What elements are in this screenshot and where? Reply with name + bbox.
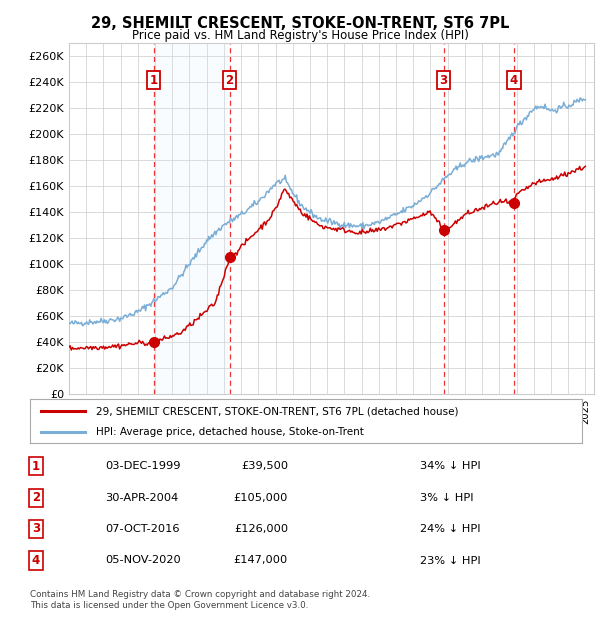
Text: 1: 1 <box>32 460 40 472</box>
Text: 29, SHEMILT CRESCENT, STOKE-ON-TRENT, ST6 7PL (detached house): 29, SHEMILT CRESCENT, STOKE-ON-TRENT, ST… <box>96 406 459 416</box>
Text: 24% ↓ HPI: 24% ↓ HPI <box>420 524 481 534</box>
Text: 23% ↓ HPI: 23% ↓ HPI <box>420 556 481 565</box>
Text: £126,000: £126,000 <box>234 524 288 534</box>
Text: 03-DEC-1999: 03-DEC-1999 <box>105 461 181 471</box>
Text: 07-OCT-2016: 07-OCT-2016 <box>105 524 179 534</box>
Text: £147,000: £147,000 <box>234 556 288 565</box>
Text: 3% ↓ HPI: 3% ↓ HPI <box>420 493 473 503</box>
Text: Contains HM Land Registry data © Crown copyright and database right 2024.
This d: Contains HM Land Registry data © Crown c… <box>30 590 370 610</box>
Text: £39,500: £39,500 <box>241 461 288 471</box>
Text: 2: 2 <box>32 492 40 504</box>
Bar <box>154 43 230 394</box>
Text: 4: 4 <box>32 554 40 567</box>
Text: 2: 2 <box>226 74 233 87</box>
Text: 30-APR-2004: 30-APR-2004 <box>105 493 178 503</box>
Text: 3: 3 <box>32 523 40 535</box>
Text: HPI: Average price, detached house, Stoke-on-Trent: HPI: Average price, detached house, Stok… <box>96 427 364 436</box>
Text: 4: 4 <box>509 74 518 87</box>
Text: £105,000: £105,000 <box>233 493 288 503</box>
Text: 34% ↓ HPI: 34% ↓ HPI <box>420 461 481 471</box>
Text: 05-NOV-2020: 05-NOV-2020 <box>105 556 181 565</box>
Text: 29, SHEMILT CRESCENT, STOKE-ON-TRENT, ST6 7PL: 29, SHEMILT CRESCENT, STOKE-ON-TRENT, ST… <box>91 16 509 31</box>
Text: Price paid vs. HM Land Registry's House Price Index (HPI): Price paid vs. HM Land Registry's House … <box>131 30 469 42</box>
Text: 1: 1 <box>149 74 158 87</box>
Text: 3: 3 <box>440 74 448 87</box>
